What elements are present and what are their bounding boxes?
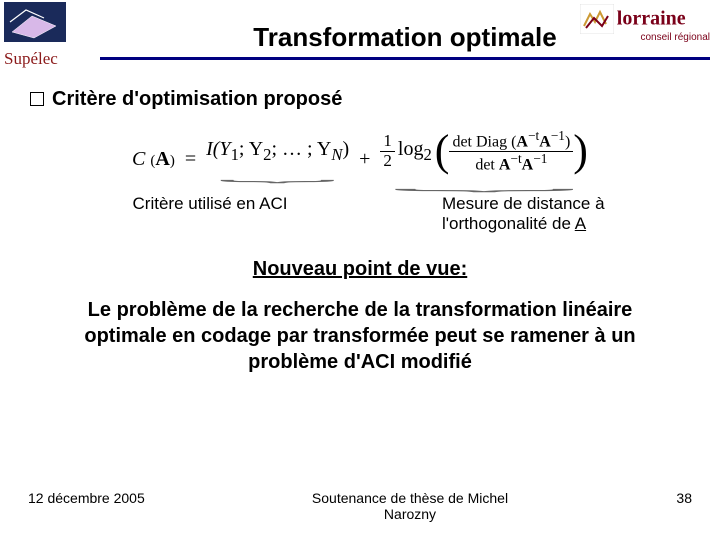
t1a: I(Y [206, 138, 230, 160]
logbase: 2 [423, 145, 431, 164]
body-paragraph: Le problème de la recherche de la transf… [58, 297, 662, 375]
t1e: ; … ; Y [271, 138, 331, 160]
subheading: Nouveau point de vue: [30, 258, 690, 281]
bf-den: det A−tA−1 [472, 152, 550, 174]
ar2: l'orthogonalité de [442, 214, 575, 233]
brace-left: ⏟ [219, 172, 337, 178]
eq: = [185, 148, 196, 171]
term1: I(Y1; Y2; … ; YN) [206, 138, 349, 165]
db: A [499, 156, 511, 173]
logtxt: log [398, 138, 424, 160]
half-num: 1 [380, 132, 395, 152]
f-C: C [132, 148, 145, 170]
plus: + [359, 148, 370, 171]
log: log2 [398, 138, 432, 165]
ar3: A [575, 214, 586, 233]
fc1: Soutenance de thèse de Michel [312, 490, 508, 506]
na: det Diag ( [452, 133, 516, 150]
nd: A [539, 133, 551, 150]
dc: −t [510, 151, 521, 166]
t1g: ) [342, 138, 349, 160]
formula: C (A) = I(Y1; Y2; … ; YN) ⏟ + 1 2 log2 (… [30, 129, 690, 190]
page-title: Transformation optimale [100, 22, 710, 60]
section-text: Critère d'optimisation proposé [52, 88, 342, 110]
section-heading: Critère d'optimisation proposé [30, 88, 690, 111]
footer-date: 12 décembre 2005 [28, 490, 188, 506]
dd: A [522, 156, 534, 173]
formula-annotations: Critère utilisé en ACI Mesure de distanc… [100, 194, 662, 234]
header: Supélec lorraine conseil régional Transf… [0, 0, 720, 70]
content: Critère d'optimisation proposé C (A) = I… [0, 70, 720, 375]
annot-right: Mesure de distance à l'orthogonalité de … [402, 194, 662, 234]
da: det [475, 156, 499, 173]
supelec-logo: Supélec [4, 2, 94, 62]
footer-page: 38 [632, 490, 692, 506]
footer-center: Soutenance de thèse de Michel Narozny [188, 490, 632, 522]
nf: ) [565, 133, 570, 150]
nc: −t [528, 128, 539, 143]
ar1: Mesure de distance à [442, 194, 605, 213]
half-den: 2 [380, 152, 395, 171]
t1b: 1 [231, 145, 239, 164]
nb: A [516, 133, 528, 150]
t1c: ; Y [239, 138, 263, 160]
footer: 12 décembre 2005 Soutenance de thèse de … [0, 490, 720, 522]
annot-left: Critère utilisé en ACI [100, 194, 320, 234]
fc2: Narozny [384, 506, 436, 522]
t1f: N [331, 145, 342, 164]
term2-group: 1 2 log2 ( det Diag (A−tA−1) det A−tA−1 … [380, 129, 588, 190]
term1-group: I(Y1; Y2; … ; YN) ⏟ [206, 138, 349, 181]
big-paren: ( det Diag (A−tA−1) det A−tA−1 ) [435, 129, 588, 174]
big-frac: det Diag (A−tA−1) det A−tA−1 [449, 129, 573, 174]
de: −1 [533, 151, 547, 166]
brace-right: ⏟ [392, 181, 577, 187]
ne: −1 [551, 128, 565, 143]
bf-num: det Diag (A−tA−1) [449, 129, 573, 152]
formula-lhs: C (A) [132, 148, 175, 171]
bullet-icon [30, 92, 44, 106]
term2: 1 2 log2 ( det Diag (A−tA−1) det A−tA−1 … [380, 129, 588, 174]
half: 1 2 [380, 132, 395, 170]
